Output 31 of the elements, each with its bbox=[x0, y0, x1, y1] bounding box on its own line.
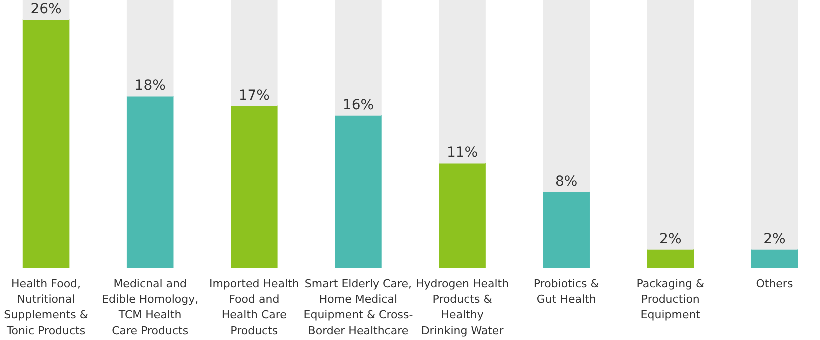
data-label: 2% bbox=[660, 231, 682, 248]
bar bbox=[439, 0, 486, 164]
bar bbox=[126, 0, 174, 97]
data-label: 8% bbox=[555, 174, 578, 190]
x-tick-label: Others bbox=[756, 278, 794, 290]
x-tick-label: Probiotics & Gut Health bbox=[534, 278, 600, 306]
bar bbox=[751, 0, 798, 250]
x-tick-label: Packaging & Production Equipment bbox=[636, 278, 706, 322]
x-tick-label: Smart Elderly Care, Home Medical Equipment & Cross- Border Healthcare bbox=[304, 278, 414, 338]
data-label: 18% bbox=[134, 78, 166, 94]
bar bbox=[439, 162, 486, 268]
data-label: 16% bbox=[342, 97, 374, 114]
bar bbox=[231, 105, 278, 268]
x-tick-label: Imported Health Food and Health Care Products bbox=[209, 278, 300, 338]
x-tick-label: Health Food, Nutritional Supplements & Tonic Products bbox=[4, 278, 89, 338]
bar bbox=[126, 96, 174, 268]
bar bbox=[647, 248, 694, 268]
bar bbox=[231, 0, 278, 106]
data-label: 17% bbox=[238, 88, 270, 104]
x-tick-label: Medicnal and Edible Homology, TCM Health Care Products bbox=[102, 278, 199, 338]
bar bbox=[543, 191, 590, 268]
bar bbox=[647, 0, 694, 250]
bar bbox=[335, 114, 382, 268]
data-label: 26% bbox=[30, 2, 62, 18]
data-label: 2% bbox=[764, 231, 786, 248]
bar bbox=[22, 19, 70, 268]
data-label: 11% bbox=[446, 145, 478, 162]
x-tick-label: Hydrogen Health Products & Healthy Drinking Water bbox=[416, 278, 510, 338]
bar bbox=[335, 0, 382, 116]
bar bbox=[751, 248, 798, 268]
bar bbox=[543, 0, 590, 192]
